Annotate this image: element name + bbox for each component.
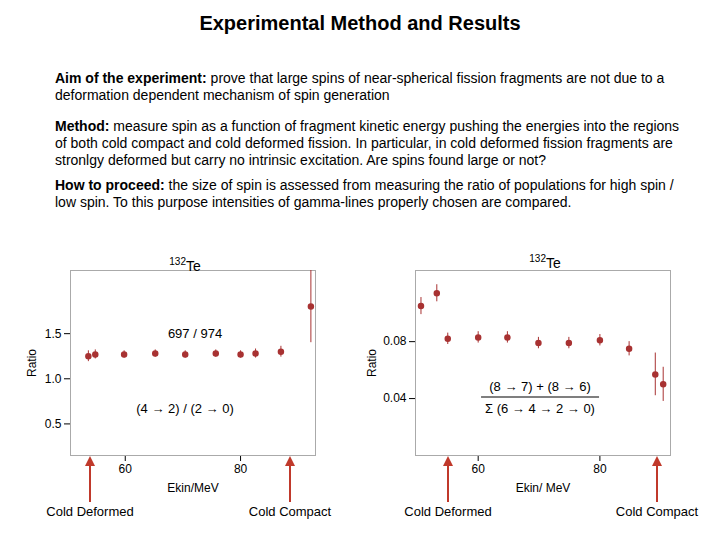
- html-text:Cold Compact: Cold Compact: [248, 504, 332, 519]
- html-text:132Te: 132Te: [169, 256, 201, 274]
- html-text:Aim of the experiment: prove t: Aim of the experiment: prove that large …: [55, 70, 665, 103]
- svg-text:1.5: 1.5: [45, 327, 62, 341]
- html-text:Experimental Method and Result: Experimental Method and Results: [199, 12, 521, 34]
- svg-text:Ekin/ MeV: Ekin/ MeV: [516, 481, 571, 495]
- svg-text:0.04: 0.04: [383, 391, 407, 405]
- svg-text:60: 60: [472, 462, 486, 476]
- html-text:Cold Deformed: Cold Deformed: [404, 504, 492, 519]
- html-text:132Te: 132Te: [529, 253, 561, 271]
- svg-text:Ratio: Ratio: [365, 349, 379, 377]
- svg-text:Ratio: Ratio: [25, 349, 39, 377]
- html-text:(4 → 2) / (2 → 0): (4 → 2) / (2 → 0): [136, 400, 234, 416]
- html-text:Cold Compact: Cold Compact: [615, 504, 699, 519]
- html-text:How to proceed: the size of sp: How to proceed: the size of spin is asse…: [55, 177, 674, 210]
- svg-text:0.5: 0.5: [45, 417, 62, 431]
- html-text:Σ (6 → 4 → 2 → 0): Σ (6 → 4 → 2 → 0): [485, 400, 595, 416]
- svg-text:1.0: 1.0: [45, 372, 62, 386]
- html-text:Cold Deformed: Cold Deformed: [46, 504, 134, 519]
- html-text:Method: measure spin as a func: Method: measure spin as a function of fr…: [55, 118, 680, 168]
- svg-text:60: 60: [119, 462, 133, 476]
- html-text:(8 → 7) + (8 → 6): (8 → 7) + (8 → 6): [489, 378, 591, 394]
- html-text:697 / 974: 697 / 974: [167, 325, 223, 341]
- svg-text:0.08: 0.08: [383, 334, 407, 348]
- svg-text:80: 80: [593, 462, 607, 476]
- svg-text:80: 80: [234, 462, 248, 476]
- svg-text:Ekin/MeV: Ekin/MeV: [167, 481, 218, 495]
